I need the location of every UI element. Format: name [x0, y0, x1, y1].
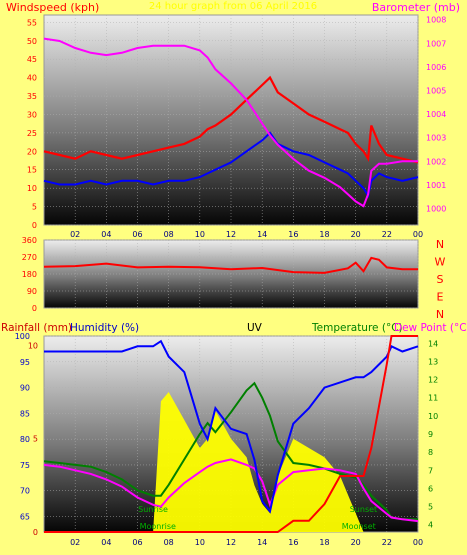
rainfall-tick-label: 5 — [33, 435, 38, 444]
barometer-axis-label: Barometer (mb) — [372, 1, 460, 14]
humidity-tick-label: 70 — [20, 487, 30, 496]
humidity-axis-label: Humidity (%) — [70, 322, 139, 334]
humidity-tick-label: 65 — [20, 513, 30, 522]
astronomy-annotation: Moonrise — [140, 522, 176, 531]
barometer-tick-label: 1000 — [426, 204, 446, 213]
temperature-tick-label: 5 — [428, 503, 433, 512]
rainfall-line — [44, 335, 418, 533]
windspeed-tick-label: 5 — [32, 203, 37, 212]
wind-gust-line — [43, 75, 419, 164]
temperature-tick-label: 12 — [428, 376, 438, 385]
hour-tick-label: 10 — [195, 230, 205, 239]
rainfall-tick-label: 10 — [28, 341, 38, 350]
windspeed-tick-label: 55 — [27, 18, 37, 27]
hour-tick-label: 12 — [226, 230, 236, 239]
hour-tick-label: 20 — [351, 538, 361, 547]
astronomy-annotation: Moonset — [342, 522, 376, 531]
hour-tick-label: 16 — [288, 230, 298, 239]
hour-tick-label: 14 — [257, 538, 267, 547]
astronomy-annotation: Sunrise — [138, 505, 168, 514]
direction-tick-label: 270 — [22, 253, 37, 262]
barometer-tick-label: 1006 — [426, 63, 446, 72]
direction-tick-label: 180 — [22, 270, 37, 279]
hour-tick-label: 02 — [70, 538, 80, 547]
direction-tick-label: 90 — [27, 287, 37, 296]
hour-tick-label: 00 — [413, 538, 423, 547]
compass-label: N — [436, 238, 444, 251]
barometer-tick-label: 1003 — [426, 134, 446, 143]
direction-tick-label: 360 — [22, 236, 37, 245]
temperature-tick-label: 8 — [428, 448, 433, 457]
hour-tick-label: 00 — [413, 230, 423, 239]
temperature-line — [43, 381, 418, 521]
compass-label: E — [437, 291, 444, 304]
hour-tick-label: 14 — [257, 230, 267, 239]
temperature-tick-label: 6 — [428, 484, 433, 493]
humidity-tick-label: 75 — [20, 461, 30, 470]
direction-tick-label: 0 — [32, 304, 37, 313]
hour-tick-label: 04 — [101, 230, 111, 239]
temperature-tick-label: 14 — [428, 339, 438, 348]
hour-tick-label: 22 — [382, 230, 392, 239]
humidity-tick-label: 90 — [20, 384, 30, 393]
dewpoint-line — [43, 458, 419, 523]
chart-title: 24 hour graph from 06 April 2016 — [149, 1, 317, 12]
temperature-axis-label: Temperature (°C) — [311, 322, 403, 334]
windspeed-tick-label: 30 — [27, 110, 37, 119]
hour-tick-label: 16 — [288, 538, 298, 547]
barometer-tick-label: 1005 — [426, 87, 446, 96]
humidity-line — [44, 339, 419, 514]
barometer-tick-label: 1001 — [426, 181, 446, 190]
compass-label: W — [435, 256, 446, 269]
windspeed-tick-label: 40 — [27, 74, 37, 83]
hour-tick-label: 02 — [70, 230, 80, 239]
hour-tick-label: 04 — [101, 538, 111, 547]
windspeed-tick-label: 0 — [32, 221, 37, 230]
hour-tick-label: 18 — [319, 230, 329, 239]
wind-direction-line — [43, 256, 418, 274]
temperature-tick-label: 9 — [428, 430, 433, 439]
hour-tick-label: 22 — [382, 538, 392, 547]
hour-tick-label: 08 — [164, 538, 174, 547]
rainfall-axis-label: Rainfall (mm) — [1, 322, 72, 334]
windspeed-tick-label: 25 — [27, 129, 37, 138]
temperature-tick-label: 11 — [428, 394, 438, 403]
humidity-tick-label: 85 — [20, 409, 30, 418]
rainfall-tick-label: 0 — [33, 528, 38, 537]
hour-tick-label: 10 — [195, 538, 205, 547]
barometer-tick-label: 1007 — [426, 39, 446, 48]
dewpoint-axis-label: Dew Point (°C) — [394, 322, 467, 334]
humidity-tick-label: 80 — [20, 435, 30, 444]
windspeed-tick-label: 20 — [27, 147, 37, 156]
hour-tick-label: 20 — [351, 230, 361, 239]
hour-tick-label: 06 — [132, 230, 142, 239]
windspeed-tick-label: 50 — [27, 37, 37, 46]
humidity-tick-label: 95 — [20, 358, 30, 367]
temperature-tick-label: 10 — [428, 412, 438, 421]
temperature-tick-label: 7 — [428, 466, 433, 475]
uv-area — [44, 392, 418, 532]
windspeed-tick-label: 10 — [27, 184, 37, 193]
hour-tick-label: 06 — [132, 538, 142, 547]
barometer-tick-label: 1004 — [426, 110, 446, 119]
hour-tick-label: 08 — [164, 230, 174, 239]
uv-axis-label: UV — [247, 322, 263, 334]
temperature-tick-label: 13 — [428, 357, 438, 366]
temperature-tick-label: 4 — [428, 521, 433, 530]
windspeed-axis-label: Windspeed (kph) — [6, 1, 99, 14]
astronomy-annotation: Sunset — [350, 505, 377, 514]
hour-tick-label: 12 — [226, 538, 236, 547]
hour-tick-label: 18 — [319, 538, 329, 547]
compass-label: S — [437, 273, 444, 286]
barometer-line — [43, 37, 418, 208]
compass-label: N — [436, 308, 444, 321]
humidity-tick-label: 100 — [15, 332, 30, 341]
windspeed-tick-label: 45 — [27, 55, 37, 64]
barometer-tick-label: 1008 — [426, 16, 446, 25]
barometer-tick-label: 1002 — [426, 157, 446, 166]
windspeed-tick-label: 15 — [27, 166, 37, 175]
windspeed-tick-label: 35 — [27, 92, 37, 101]
